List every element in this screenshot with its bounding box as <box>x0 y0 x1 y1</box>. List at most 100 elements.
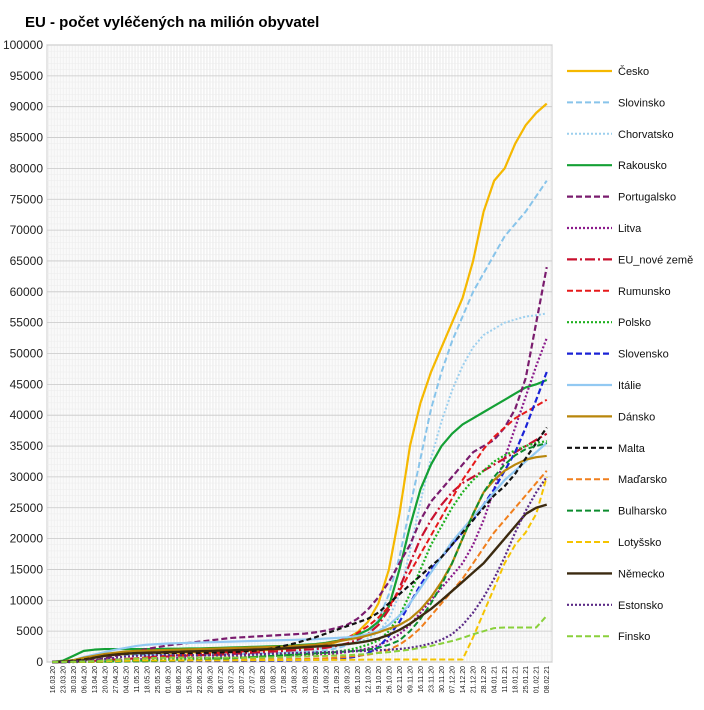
x-tick-label: 18.01.21 <box>513 666 520 693</box>
legend-label: Slovinsko <box>618 97 665 109</box>
x-tick-label: 07.12.20 <box>450 666 457 693</box>
legend-label: Lotyšsko <box>618 537 661 549</box>
legend-label: Česko <box>618 65 649 78</box>
legend-label: Bulharsko <box>618 506 667 518</box>
legend-label: Slovensko <box>618 349 669 361</box>
y-tick-label: 40000 <box>10 408 44 422</box>
x-tick-label: 25.05.20 <box>155 666 162 693</box>
x-tick-label: 02.11.20 <box>397 666 404 693</box>
series-line <box>52 476 548 663</box>
x-tick-label: 21.09.20 <box>334 666 341 693</box>
y-tick-label: 5000 <box>16 624 43 638</box>
x-tick-label: 19.10.20 <box>376 666 383 693</box>
x-tick-label: 06.07.20 <box>218 666 225 693</box>
x-tick-label: 28.09.20 <box>344 666 351 693</box>
y-tick-label: 85000 <box>10 131 44 145</box>
x-tick-label: 29.06.20 <box>208 666 215 693</box>
x-tick-label: 05.10.20 <box>355 666 362 693</box>
y-tick-label: 65000 <box>10 254 44 268</box>
series-line <box>52 337 548 664</box>
legend-label: Rumunsko <box>618 286 671 298</box>
x-tick-label: 08.02.21 <box>544 666 551 693</box>
x-tick-label: 27.07.20 <box>250 666 257 693</box>
y-tick-label: 10000 <box>10 593 44 607</box>
y-tick-label: 35000 <box>10 439 44 453</box>
x-tick-label: 09.11.20 <box>407 666 414 693</box>
x-tick-label: 17.08.20 <box>281 666 288 693</box>
x-tick-label: 14.12.20 <box>460 666 467 693</box>
x-tick-label: 25.01.21 <box>523 666 530 693</box>
x-tick-label: 13.07.20 <box>229 666 236 693</box>
grid <box>46 44 553 663</box>
y-tick-label: 30000 <box>10 470 44 484</box>
legend-label: Německo <box>618 568 664 580</box>
y-tick-label: 70000 <box>10 223 44 237</box>
x-tick-label: 23.03.20 <box>60 666 67 693</box>
y-tick-label: 25000 <box>10 501 44 515</box>
x-tick-label: 28.12.20 <box>481 666 488 693</box>
series-line <box>52 180 548 663</box>
x-tick-label: 11.05.20 <box>134 666 141 693</box>
legend-label: Dánsko <box>618 411 655 423</box>
x-tick-label: 23.11.20 <box>429 666 436 693</box>
x-tick-label: 27.04.20 <box>113 666 120 693</box>
y-tick-label: 50000 <box>10 347 44 361</box>
x-tick-label: 01.06.20 <box>165 666 172 693</box>
x-tick-label: 20.04.20 <box>102 666 109 693</box>
x-tick-label: 06.04.20 <box>81 666 88 693</box>
series-line <box>52 503 548 664</box>
x-tick-label: 15.06.20 <box>187 666 194 693</box>
x-tick-label: 30.11.20 <box>439 666 446 693</box>
y-tick-label: 55000 <box>10 316 44 330</box>
x-tick-label: 04.01.21 <box>492 666 499 693</box>
y-tick-label: 20000 <box>10 532 44 546</box>
y-tick-label: 75000 <box>10 192 44 206</box>
legend-label: Finsko <box>618 631 650 643</box>
x-tick-label: 11.01.21 <box>502 666 509 693</box>
legend-label: Litva <box>618 223 642 235</box>
x-tick-label: 07.09.20 <box>313 666 320 693</box>
legend-label: Itálie <box>618 380 641 392</box>
y-tick-label: 100000 <box>3 38 43 52</box>
series-line <box>52 432 548 664</box>
legend-label: Rakousko <box>618 160 667 172</box>
y-tick-label: 0 <box>36 655 43 669</box>
y-tick-label: 45000 <box>10 377 44 391</box>
x-tick-label: 12.10.20 <box>365 666 372 693</box>
x-tick-label: 18.05.20 <box>144 666 151 693</box>
y-tick-label: 80000 <box>10 161 44 175</box>
y-tick-label: 95000 <box>10 69 44 83</box>
y-tick-label: 60000 <box>10 285 44 299</box>
x-tick-label: 20.07.20 <box>239 666 246 693</box>
x-tick-label: 04.05.20 <box>123 666 130 693</box>
x-tick-label: 08.06.20 <box>176 666 183 693</box>
legend-label: Estonsko <box>618 600 663 612</box>
x-tick-label: 24.08.20 <box>292 666 299 693</box>
legend-label: Portugalsko <box>618 192 676 204</box>
legend-label: Polsko <box>618 317 651 329</box>
x-tick-label: 16.03.20 <box>50 666 57 693</box>
x-tick-label: 22.06.20 <box>197 666 204 693</box>
chart-title: EU - počet vyléčených na milión obyvatel <box>25 14 320 31</box>
x-tick-label: 31.08.20 <box>302 666 309 693</box>
x-tick-label: 13.04.20 <box>92 666 99 693</box>
legend: Česko Slovinsko Chorvatsko Rakousko Portugal… <box>567 65 693 643</box>
y-tick-label: 15000 <box>10 562 44 576</box>
x-tick-label: 01.02.21 <box>534 666 541 693</box>
x-tick-label: 14.09.20 <box>323 666 330 693</box>
x-tick-label: 30.03.20 <box>71 666 78 693</box>
x-tick-label: 21.12.20 <box>471 666 478 693</box>
y-tick-label: 90000 <box>10 100 44 114</box>
series-line <box>52 454 547 664</box>
series-line <box>52 615 548 663</box>
legend-label: Malta <box>618 443 646 455</box>
series-line <box>52 442 548 664</box>
legend-label: Chorvatsko <box>618 129 674 141</box>
x-tick-label: 03.08.20 <box>260 666 267 693</box>
legend-label: Maďarsko <box>618 474 667 486</box>
x-tick-label: 16.11.20 <box>418 666 425 693</box>
series-lines <box>52 102 548 664</box>
legend-label: EU_nové země <box>618 254 693 266</box>
